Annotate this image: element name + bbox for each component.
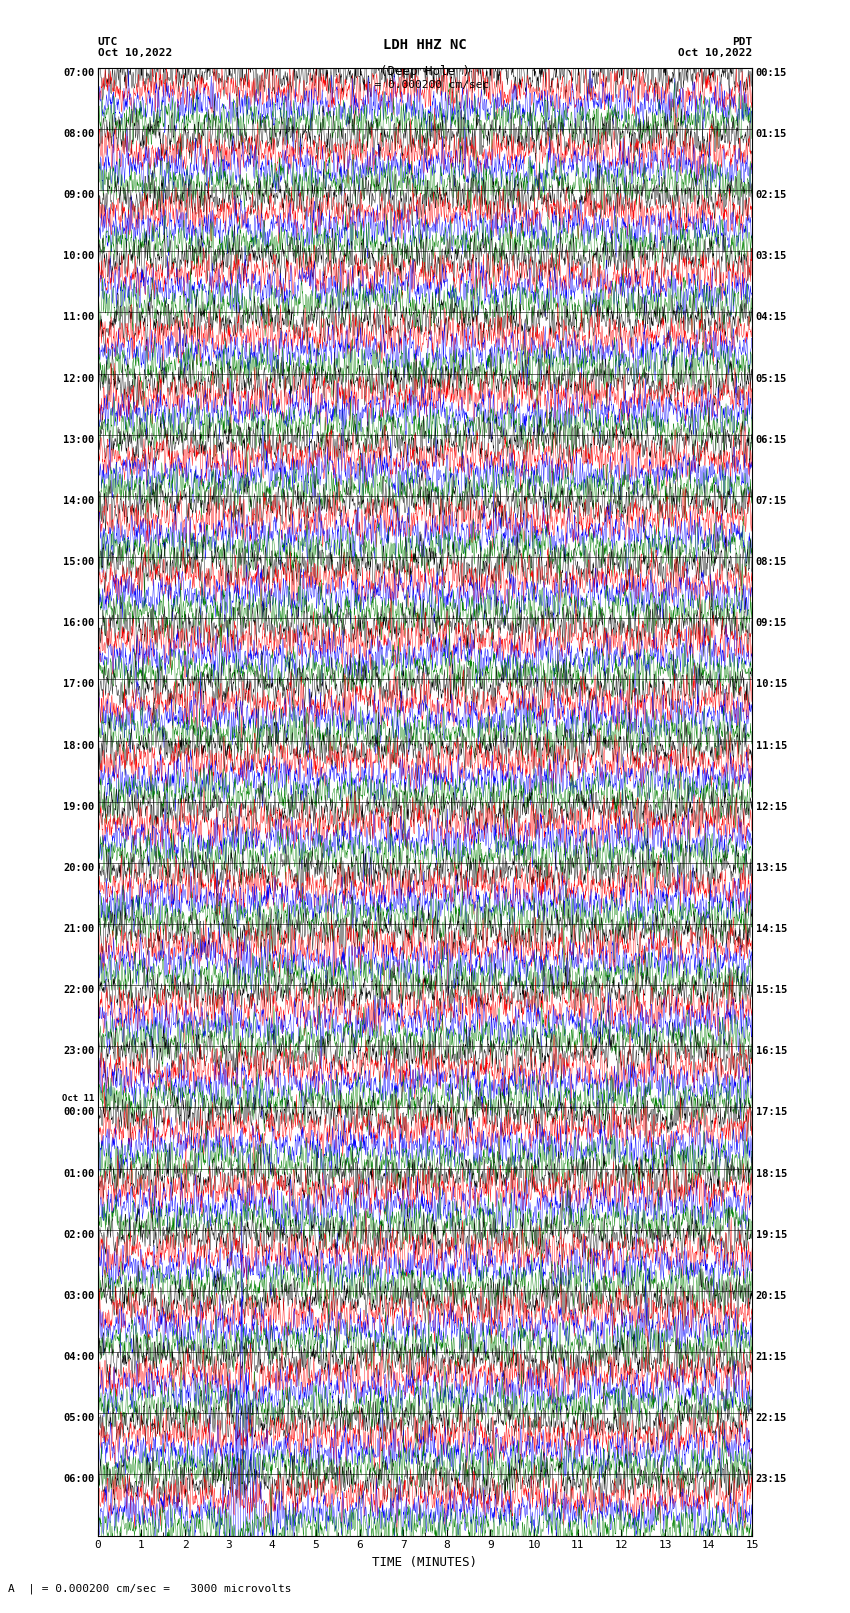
Text: LDH HHZ NC: LDH HHZ NC: [383, 37, 467, 52]
Text: 20:00: 20:00: [63, 863, 94, 873]
Text: 02:00: 02:00: [63, 1229, 94, 1240]
Text: 23:15: 23:15: [756, 1474, 787, 1484]
Text: 15:00: 15:00: [63, 556, 94, 568]
Text: 10:00: 10:00: [63, 252, 94, 261]
Text: 08:00: 08:00: [63, 129, 94, 139]
Text: 19:15: 19:15: [756, 1229, 787, 1240]
Text: 12:00: 12:00: [63, 374, 94, 384]
Text: 22:00: 22:00: [63, 986, 94, 995]
Text: 10:15: 10:15: [756, 679, 787, 689]
Text: 02:15: 02:15: [756, 190, 787, 200]
Text: 20:15: 20:15: [756, 1290, 787, 1302]
Text: 19:00: 19:00: [63, 802, 94, 811]
Text: 13:00: 13:00: [63, 436, 94, 445]
Text: 08:15: 08:15: [756, 556, 787, 568]
Text: 14:00: 14:00: [63, 495, 94, 506]
Text: 05:15: 05:15: [756, 374, 787, 384]
Text: 11:00: 11:00: [63, 313, 94, 323]
X-axis label: TIME (MINUTES): TIME (MINUTES): [372, 1557, 478, 1569]
Text: 18:15: 18:15: [756, 1168, 787, 1179]
Text: 18:00: 18:00: [63, 740, 94, 750]
Text: 01:00: 01:00: [63, 1168, 94, 1179]
Text: (Deep Hole ): (Deep Hole ): [380, 65, 470, 77]
Text: 16:15: 16:15: [756, 1047, 787, 1057]
Text: 07:00: 07:00: [63, 68, 94, 77]
Text: A  | = 0.000200 cm/sec =   3000 microvolts: A | = 0.000200 cm/sec = 3000 microvolts: [8, 1582, 292, 1594]
Text: 22:15: 22:15: [756, 1413, 787, 1423]
Text: 14:15: 14:15: [756, 924, 787, 934]
Text: 03:00: 03:00: [63, 1290, 94, 1302]
Text: 09:15: 09:15: [756, 618, 787, 627]
Text: 06:00: 06:00: [63, 1474, 94, 1484]
Text: Oct 11: Oct 11: [62, 1094, 94, 1103]
Text: 15:15: 15:15: [756, 986, 787, 995]
Text: Oct 10,2022: Oct 10,2022: [678, 48, 752, 58]
Text: 21:00: 21:00: [63, 924, 94, 934]
Text: 04:15: 04:15: [756, 313, 787, 323]
Text: 00:00: 00:00: [63, 1108, 94, 1118]
Text: 16:00: 16:00: [63, 618, 94, 627]
Text: PDT: PDT: [732, 37, 752, 47]
Text: 17:15: 17:15: [756, 1108, 787, 1118]
Text: 12:15: 12:15: [756, 802, 787, 811]
Text: UTC: UTC: [98, 37, 118, 47]
Text: 09:00: 09:00: [63, 190, 94, 200]
Text: 13:15: 13:15: [756, 863, 787, 873]
Text: 17:00: 17:00: [63, 679, 94, 689]
Text: 11:15: 11:15: [756, 740, 787, 750]
Text: | = 0.000200 cm/sec: | = 0.000200 cm/sec: [361, 79, 489, 90]
Text: 05:00: 05:00: [63, 1413, 94, 1423]
Text: 23:00: 23:00: [63, 1047, 94, 1057]
Text: 07:15: 07:15: [756, 495, 787, 506]
Text: Oct 10,2022: Oct 10,2022: [98, 48, 172, 58]
Text: 04:00: 04:00: [63, 1352, 94, 1361]
Text: 01:15: 01:15: [756, 129, 787, 139]
Text: 21:15: 21:15: [756, 1352, 787, 1361]
Text: 06:15: 06:15: [756, 436, 787, 445]
Text: 03:15: 03:15: [756, 252, 787, 261]
Text: 00:15: 00:15: [756, 68, 787, 77]
